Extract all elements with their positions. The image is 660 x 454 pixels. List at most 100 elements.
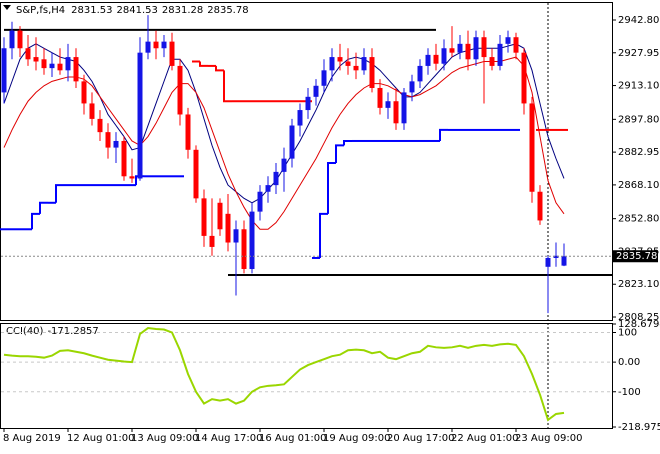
candle-body (33, 57, 39, 62)
y-tick-label: 2823.10 (618, 279, 659, 290)
step-line (39, 201, 48, 214)
candle-body (433, 54, 439, 64)
close: 2835.78 (207, 5, 248, 16)
price-label-box (612, 250, 658, 263)
candle-body (273, 171, 279, 186)
step-line (319, 212, 328, 258)
y-tick-label: 2852.80 (618, 214, 659, 225)
candle-body (241, 229, 247, 270)
candle-body (41, 59, 47, 69)
candle-body (185, 114, 191, 150)
symbol: S&P,fs,H4 (16, 5, 65, 16)
candle-body (497, 43, 503, 66)
candle-body (489, 57, 495, 66)
candle-body (385, 101, 391, 108)
candle-body (81, 81, 87, 104)
step-line (31, 212, 40, 230)
candle-body (113, 140, 119, 148)
candle-body (369, 57, 375, 88)
y-tick-label: -100 (618, 387, 641, 398)
candle-body (465, 43, 471, 60)
y-tick-label: 2913.10 (618, 81, 659, 92)
step-line (439, 128, 448, 141)
candle-body (545, 257, 551, 267)
candle-body (217, 202, 223, 230)
candle-body (345, 61, 351, 66)
candle-body (361, 57, 367, 71)
candle-body (153, 41, 159, 49)
candle-body (393, 101, 399, 124)
low: 2831.28 (162, 5, 203, 16)
candle-body (105, 132, 111, 148)
candle-body (257, 191, 263, 212)
candle-body (513, 37, 519, 53)
candle-body (401, 92, 407, 124)
candle-body (353, 65, 359, 71)
candle-body (417, 65, 423, 82)
x-tick-label: 22 Aug 01:00 (451, 433, 518, 444)
y-tick-label: 2942.80 (618, 15, 659, 26)
candle-body (161, 41, 167, 49)
candle-body (145, 41, 151, 53)
high: 2841.53 (117, 5, 158, 16)
step-line (335, 144, 344, 164)
candle-body (321, 70, 327, 86)
candle-body (137, 52, 143, 179)
candle-body (121, 140, 127, 177)
main-header: S&P,fs,H4 2831.53 2841.53 2831.28 2835.78 (16, 5, 249, 16)
y-tick-label: 2808.25 (618, 312, 659, 323)
x-tick-label: 12 Aug 01:00 (67, 433, 134, 444)
candle-body (305, 96, 311, 111)
candle-body (561, 256, 567, 266)
step-line (215, 65, 224, 72)
candle-body (297, 110, 303, 126)
x-tick-label: 14 Aug 17:00 (195, 433, 262, 444)
indicator-line (3, 327, 565, 422)
candle-body (449, 48, 455, 53)
candle-body (97, 118, 103, 133)
candle-body (49, 63, 55, 69)
candle-body (537, 191, 543, 221)
candle-body (9, 30, 15, 49)
cci-header: CCI(40) -171.2857 (6, 326, 99, 337)
candle-body (193, 149, 199, 199)
step-line (343, 139, 352, 146)
menu-arrow[interactable] (3, 5, 11, 10)
y-tick-label: 2868.10 (618, 180, 659, 191)
candle-body (233, 229, 239, 243)
candle-body (481, 37, 487, 58)
y-tick-label: 128.6794 (618, 319, 660, 330)
cci-panel-frame (0, 323, 613, 429)
price-label: 2835.78 (616, 251, 657, 262)
y-tick-label: -218.9751 (618, 422, 660, 433)
candle-body (457, 43, 463, 53)
candle-body (201, 198, 207, 236)
candle-body (313, 85, 319, 97)
candle-body (209, 235, 215, 247)
candle-body (17, 30, 23, 49)
cci-value: -171.2857 (47, 326, 98, 337)
candle-body (521, 52, 527, 104)
candle-body (265, 185, 271, 192)
x-tick-label: 13 Aug 09:00 (131, 433, 198, 444)
candle-body (225, 213, 231, 243)
candle-body (505, 37, 511, 44)
candle-body (529, 103, 535, 192)
candle-body (473, 37, 479, 60)
candle-body (169, 41, 175, 66)
step-line (223, 70, 232, 103)
candle-body (73, 57, 79, 82)
candle-body (377, 87, 383, 108)
open: 2831.53 (71, 5, 112, 16)
candle-body (57, 63, 63, 71)
x-tick-label: 19 Aug 09:00 (323, 433, 390, 444)
candle-body (425, 54, 431, 66)
step-line (327, 162, 336, 214)
y-tick-label: 100 (618, 327, 637, 338)
y-tick-label: 0.00 (618, 357, 640, 368)
candle-body (329, 57, 335, 71)
indicator-line (3, 56, 565, 230)
candle-body (289, 125, 295, 159)
